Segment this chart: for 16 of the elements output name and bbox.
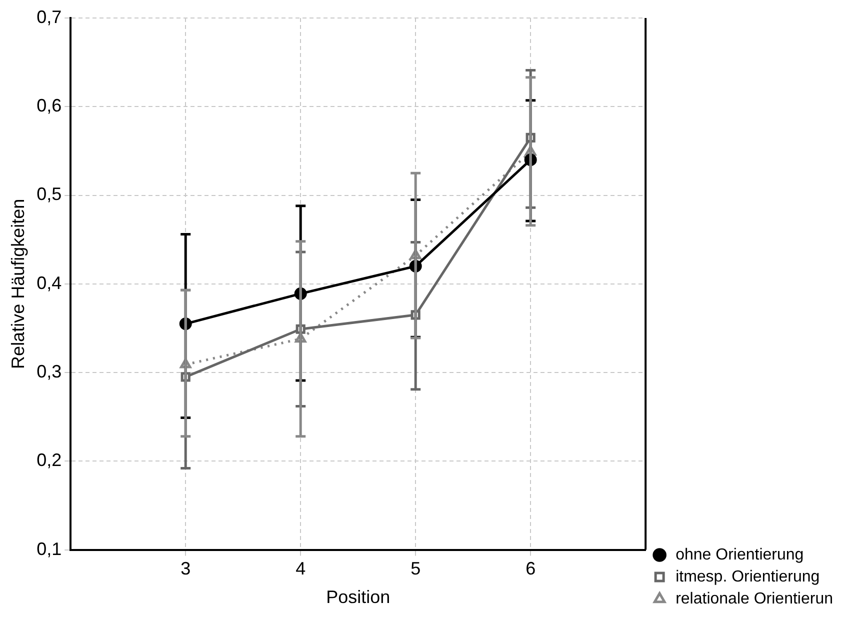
x-tick-label: 4: [296, 558, 306, 579]
x-tick-label: 6: [526, 558, 536, 579]
y-tick-label: 0,3: [36, 362, 62, 382]
x-tick-label: 3: [180, 558, 191, 579]
y-tick-label: 0,1: [36, 538, 62, 559]
y-tick-label: 0,6: [36, 96, 62, 116]
y-axis-title: Relative Häufigkeiten: [8, 198, 28, 369]
x-axis-title: Position: [326, 587, 390, 608]
x-tick-label: 5: [410, 558, 421, 579]
legend-label: relationale Orientierun: [676, 590, 833, 608]
y-tick-label: 0,5: [36, 184, 62, 204]
y-tick-label: 0,4: [36, 272, 62, 293]
y-tick-label: 0,2: [36, 450, 62, 470]
y-tick-label: 0,7: [36, 6, 62, 27]
legend-label: ohne Orientierung: [676, 546, 804, 564]
legend-label: itmesp. Orientierung: [676, 568, 820, 586]
